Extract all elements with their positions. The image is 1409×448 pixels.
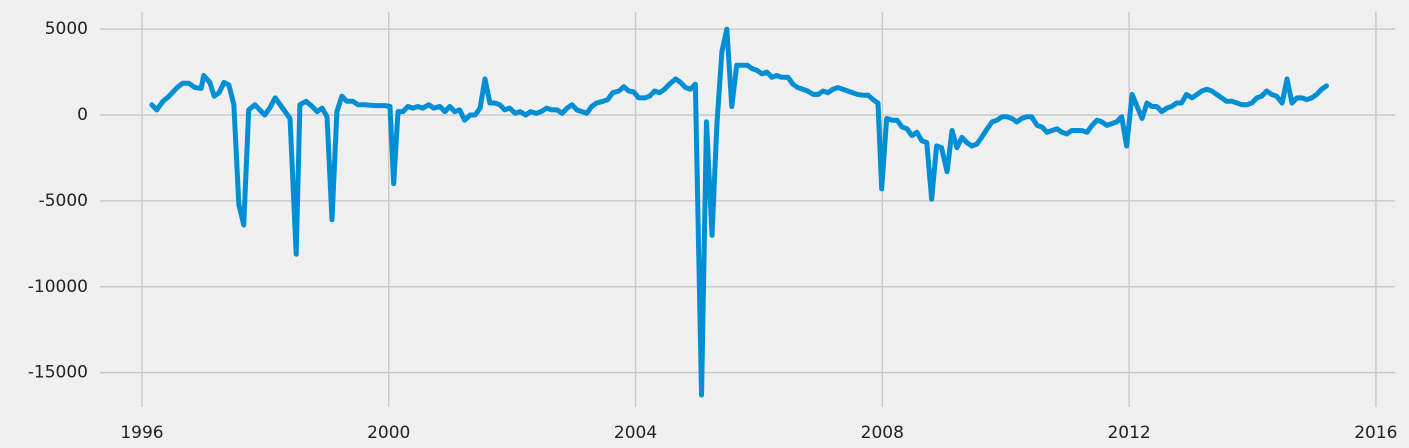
x-tick-label: 2008 <box>861 423 904 443</box>
x-tick-label: 2004 <box>614 423 657 443</box>
x-tick-label: 2012 <box>1107 423 1150 443</box>
y-tick-label: -10000 <box>28 277 88 297</box>
x-tick-label: 1996 <box>120 423 163 443</box>
y-tick-label: -15000 <box>28 363 88 383</box>
data-line <box>149 26 1330 398</box>
marks <box>149 26 1330 398</box>
y-tick-label: 5000 <box>45 19 88 39</box>
y-tick-label: -5000 <box>39 191 88 211</box>
grid <box>100 12 1395 407</box>
x-tick-label: 2000 <box>367 423 410 443</box>
y-tick-label: 0 <box>77 105 88 125</box>
x-tick-label: 2016 <box>1354 423 1397 443</box>
